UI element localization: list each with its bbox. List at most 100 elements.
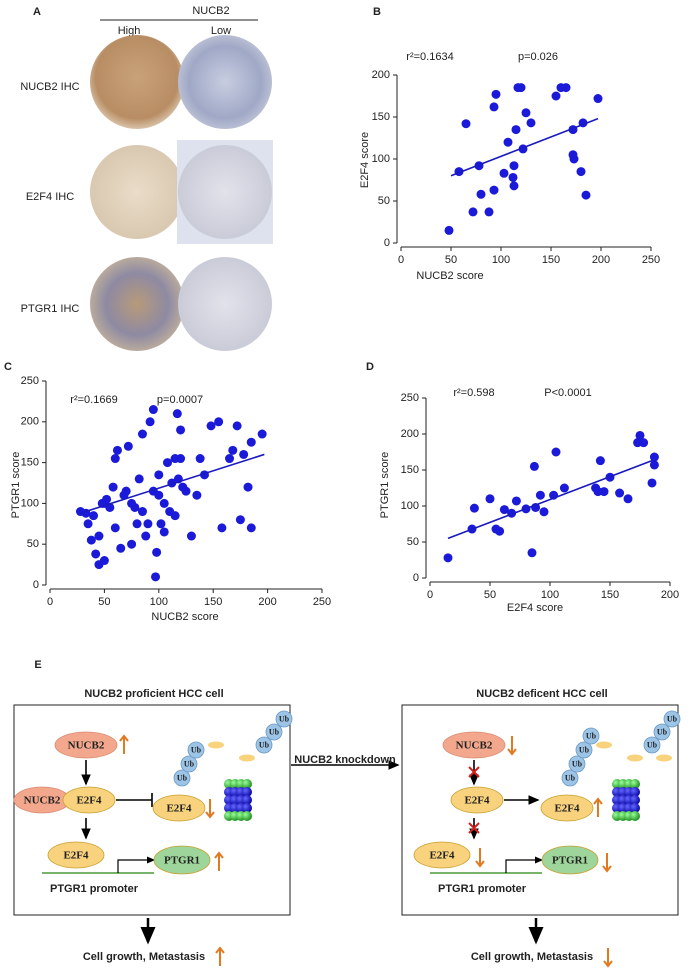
point [623,494,633,504]
annotation: P<0.0001 [544,387,591,399]
point [110,523,120,533]
e2f4-node [413,841,471,869]
ubiquitin [568,755,586,773]
point [151,572,161,582]
point [137,507,147,517]
ubiquitin-label: Ub [191,745,202,754]
point [232,421,242,431]
point [246,437,256,447]
point [132,519,142,529]
y-tick-label: 0 [33,579,39,591]
y-axis-title: PTGR1 score [10,452,22,519]
y-tick-label: 150 [372,111,390,123]
point [159,527,169,537]
nucb2-node-label: NUCB2 [68,740,105,752]
point [116,543,126,553]
point [163,458,173,468]
y-tick-label: 50 [27,538,39,550]
point [243,482,253,492]
point [108,482,118,492]
point [143,519,153,529]
point [86,535,96,545]
point [647,478,657,488]
proteasome-subunit [630,803,640,813]
point [551,447,561,457]
x-axis-title: NUCB2 score [416,270,483,282]
ubiquitin-label: Ub [647,740,658,749]
point [649,452,659,462]
point [159,498,169,508]
point [551,91,561,101]
outcome-label: Cell growth, Metastasis [83,951,205,963]
ub-fragment [627,754,643,762]
point [121,486,131,496]
point [246,523,256,533]
point [110,454,120,464]
x-tick-label: 200 [592,254,610,266]
ubiquitin-label: Ub [269,727,280,736]
point [206,421,216,431]
point [102,494,112,504]
down-indicator [507,736,517,756]
point [535,490,545,500]
up-indicator [593,797,603,817]
row-label: E2F4 IHC [26,191,74,203]
point [134,474,144,484]
row-label: NUCB2 IHC [20,81,79,93]
x-tick-label: 200 [258,596,276,608]
fit-line [447,459,653,540]
point [495,526,505,536]
point [99,556,109,566]
cell-box [13,704,291,916]
ubiquitin [180,755,198,773]
transcription-start [117,856,156,873]
point [154,470,164,480]
up-indicator [214,851,224,871]
block-cross [468,766,480,778]
ub-fragment [656,754,672,762]
annotation: r²=0.598 [453,387,494,399]
ubiquitin [653,723,671,741]
point [225,454,235,464]
annotation: r²=0.1634 [406,51,453,63]
e2f4-node-label: E2F4 [464,795,490,807]
point [154,490,164,500]
point [141,531,151,541]
x-tick-label: 250 [313,596,331,608]
point [156,519,166,529]
promoter-label: PTGR1 promoter [438,883,527,895]
point [593,94,603,104]
x-tick-label: 100 [150,596,168,608]
point [581,190,591,200]
x-axis-title: E2F4 score [507,602,563,614]
column-group-header: NUCB2 [192,5,229,17]
y-tick-label: 100 [372,153,390,165]
e2f4-node [450,786,504,814]
point [485,494,495,504]
y-tick-label: 250 [401,392,419,404]
ihc-image [90,35,184,129]
y-tick-label: 200 [401,428,419,440]
panel-label: E [34,659,41,671]
point [461,119,471,129]
e2f4-node [152,794,206,822]
promoter-label: PTGR1 promoter [50,883,139,895]
proteasome-subunit [242,795,252,805]
nucb2-node [54,731,118,759]
x-tick-label: 250 [642,254,660,266]
point [615,488,625,498]
point [489,185,499,195]
point [509,161,519,171]
point [170,511,180,521]
ubiquitin-label: Ub [579,745,590,754]
annotation: p=0.026 [518,51,558,63]
fit-line [450,117,599,177]
point [503,137,513,147]
e2f4-node-label: E2F4 [166,803,192,815]
point [559,483,569,493]
ubiquitin [187,741,205,759]
point [235,515,245,525]
ubiquitin [275,710,293,728]
ptgr1-node-label: PTGR1 [164,855,200,867]
ubiquitin [255,736,273,754]
